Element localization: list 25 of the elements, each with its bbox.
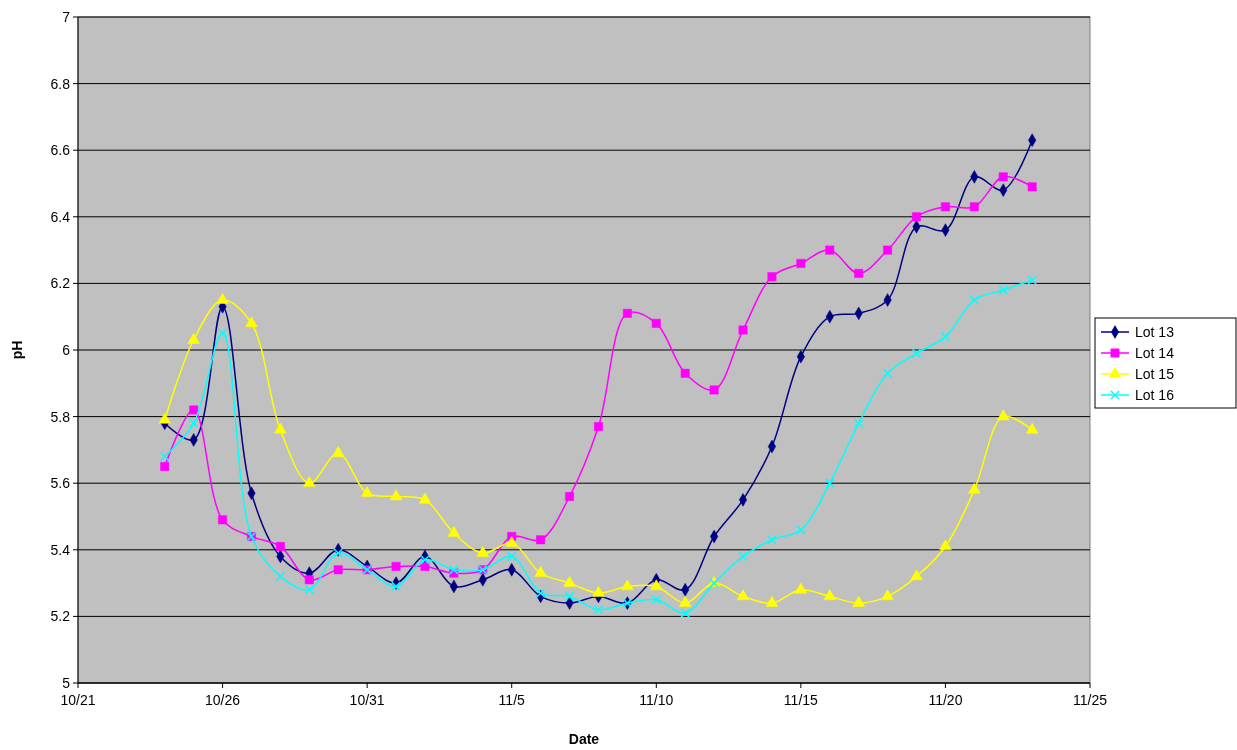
y-tick-label: 5 bbox=[62, 674, 71, 691]
y-tick-label: 6 bbox=[62, 341, 71, 358]
x-tick-label: 10/26 bbox=[205, 692, 241, 708]
y-tick-label: 5.4 bbox=[50, 541, 71, 558]
x-tick-label: 11/20 bbox=[928, 692, 963, 708]
y-tick-label: 6.4 bbox=[50, 208, 71, 225]
y-tick-label: 7 bbox=[62, 8, 71, 25]
x-tick-label: 11/25 bbox=[1073, 692, 1108, 708]
x-tick-label: 10/21 bbox=[60, 692, 96, 708]
y-tick-label: 6.2 bbox=[50, 275, 71, 292]
x-axis-title: Date bbox=[568, 731, 600, 747]
legend-label: Lot 13 bbox=[1135, 323, 1175, 340]
y-axis-title: pH bbox=[9, 340, 25, 360]
legend-label: Lot 15 bbox=[1135, 365, 1175, 382]
x-tick-label: 11/15 bbox=[783, 692, 819, 708]
legend-label: Lot 14 bbox=[1135, 344, 1175, 361]
y-tick-label: 6.8 bbox=[50, 75, 71, 92]
legend-label: Lot 16 bbox=[1135, 386, 1175, 403]
y-tick-label: 6.6 bbox=[50, 142, 71, 159]
x-tick-label: 10/31 bbox=[349, 692, 385, 708]
y-tick-label: 5.2 bbox=[50, 608, 71, 625]
x-tick-label: 11/5 bbox=[498, 692, 526, 708]
x-tick-label: 11/10 bbox=[639, 692, 674, 708]
y-tick-label: 5.8 bbox=[50, 408, 71, 425]
y-tick-label: 5.6 bbox=[50, 475, 71, 492]
